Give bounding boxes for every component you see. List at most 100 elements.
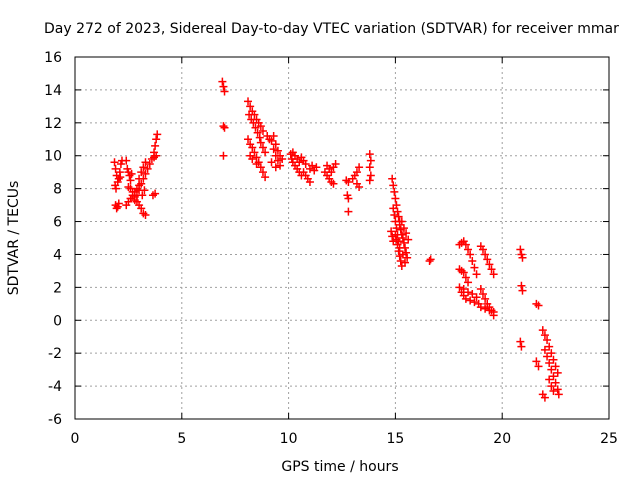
y-tick-label: 4 — [53, 247, 62, 263]
data-point — [305, 178, 314, 187]
data-point — [137, 204, 146, 213]
data-point — [398, 250, 407, 259]
data-points — [110, 77, 563, 402]
y-tick-label: -6 — [48, 412, 62, 428]
data-point — [394, 212, 403, 221]
data-point — [468, 257, 477, 266]
data-point — [551, 378, 560, 387]
data-point — [455, 283, 464, 292]
data-point — [397, 217, 406, 226]
data-point — [143, 164, 152, 173]
x-tick-label: 10 — [280, 431, 298, 447]
data-point — [388, 174, 397, 183]
data-point — [540, 393, 549, 402]
data-point — [481, 294, 490, 303]
data-point — [472, 270, 481, 279]
data-point — [251, 123, 260, 132]
data-point — [327, 168, 336, 177]
data-point — [549, 372, 558, 381]
x-axis-label: GPS time / hours — [281, 459, 398, 475]
data-point — [145, 159, 154, 168]
data-point — [472, 293, 481, 302]
data-point — [218, 77, 227, 86]
data-point — [219, 122, 228, 131]
data-point — [261, 173, 270, 182]
data-point — [483, 255, 492, 264]
data-point — [329, 179, 338, 188]
data-point — [112, 204, 121, 213]
data-point — [464, 288, 473, 297]
y-axis-label: SDTVAR / TECUs — [6, 181, 22, 296]
data-point — [301, 159, 310, 168]
plot-border — [74, 56, 610, 420]
data-point — [137, 168, 146, 177]
data-point — [258, 168, 267, 177]
data-point — [344, 207, 353, 216]
data-point — [545, 375, 554, 384]
x-tick-label: 5 — [177, 431, 186, 447]
data-point — [246, 102, 255, 111]
data-point — [273, 146, 282, 155]
data-point — [114, 199, 123, 208]
data-point — [466, 296, 475, 305]
data-point — [554, 390, 563, 399]
data-point — [389, 181, 398, 190]
data-point — [153, 130, 162, 139]
data-point — [464, 278, 473, 287]
data-point — [394, 247, 403, 256]
data-point — [396, 257, 405, 266]
data-point — [258, 127, 267, 136]
data-point — [344, 178, 353, 187]
data-point — [534, 301, 543, 310]
data-point — [271, 151, 280, 160]
data-point — [355, 163, 364, 172]
data-point — [267, 136, 276, 145]
data-point — [112, 184, 121, 193]
data-point — [151, 141, 160, 150]
y-tick-label: 6 — [53, 215, 62, 231]
data-point — [481, 250, 490, 259]
data-point — [252, 159, 261, 168]
data-point — [540, 345, 549, 354]
data-point — [352, 168, 361, 177]
data-point — [487, 265, 496, 274]
data-point — [295, 158, 304, 167]
data-point — [470, 263, 479, 272]
data-point — [365, 163, 374, 172]
data-point — [470, 298, 479, 307]
data-point — [391, 194, 400, 203]
y-tick-label: 16 — [44, 50, 62, 66]
y-tick-label: 12 — [44, 116, 62, 132]
data-point — [404, 235, 413, 244]
data-point — [141, 210, 150, 219]
data-point — [267, 158, 276, 167]
data-point — [127, 169, 136, 178]
data-point — [269, 145, 278, 154]
data-point — [389, 204, 398, 213]
y-tick-label: 10 — [44, 149, 62, 165]
data-point — [128, 187, 137, 196]
x-tick-label: 25 — [600, 431, 618, 447]
data-point — [534, 362, 543, 371]
data-point — [466, 250, 475, 259]
data-point — [245, 110, 254, 119]
data-point — [543, 352, 552, 361]
y-tick-label: -4 — [48, 379, 62, 395]
data-point — [478, 289, 487, 298]
data-point — [387, 227, 396, 236]
data-point — [549, 387, 558, 396]
data-point — [331, 159, 340, 168]
data-point — [399, 238, 408, 247]
data-point — [344, 194, 353, 203]
data-point — [538, 326, 547, 335]
data-point — [468, 289, 477, 298]
data-point — [151, 189, 160, 198]
data-point — [476, 303, 485, 312]
data-point — [461, 294, 470, 303]
data-point — [122, 156, 131, 165]
data-point — [543, 336, 552, 345]
data-point — [532, 357, 541, 366]
data-point — [244, 135, 253, 144]
data-point — [110, 158, 119, 167]
